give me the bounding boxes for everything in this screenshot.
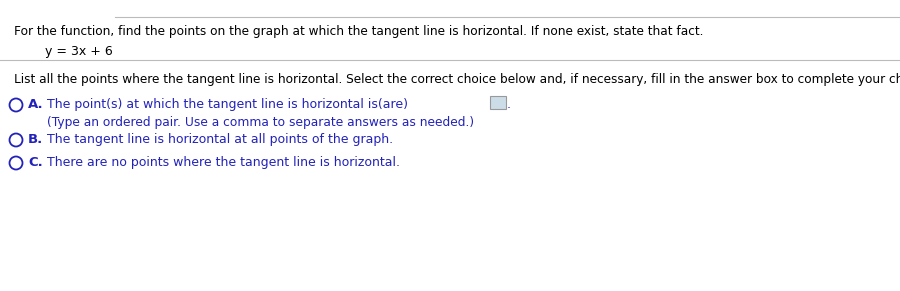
FancyBboxPatch shape <box>490 96 506 109</box>
Text: .: . <box>507 98 511 111</box>
Text: The tangent line is horizontal at all points of the graph.: The tangent line is horizontal at all po… <box>47 133 393 146</box>
Text: For the function, find the points on the graph at which the tangent line is hori: For the function, find the points on the… <box>14 25 704 38</box>
Text: B.: B. <box>28 133 43 146</box>
Text: C.: C. <box>28 156 43 169</box>
Text: A.: A. <box>28 98 43 111</box>
Text: (Type an ordered pair. Use a comma to separate answers as needed.): (Type an ordered pair. Use a comma to se… <box>47 116 474 129</box>
Text: List all the points where the tangent line is horizontal. Select the correct cho: List all the points where the tangent li… <box>14 73 900 86</box>
Text: There are no points where the tangent line is horizontal.: There are no points where the tangent li… <box>47 156 400 169</box>
Text: y = 3x + 6: y = 3x + 6 <box>45 45 112 58</box>
Text: The point(s) at which the tangent line is horizontal is(are): The point(s) at which the tangent line i… <box>47 98 408 111</box>
